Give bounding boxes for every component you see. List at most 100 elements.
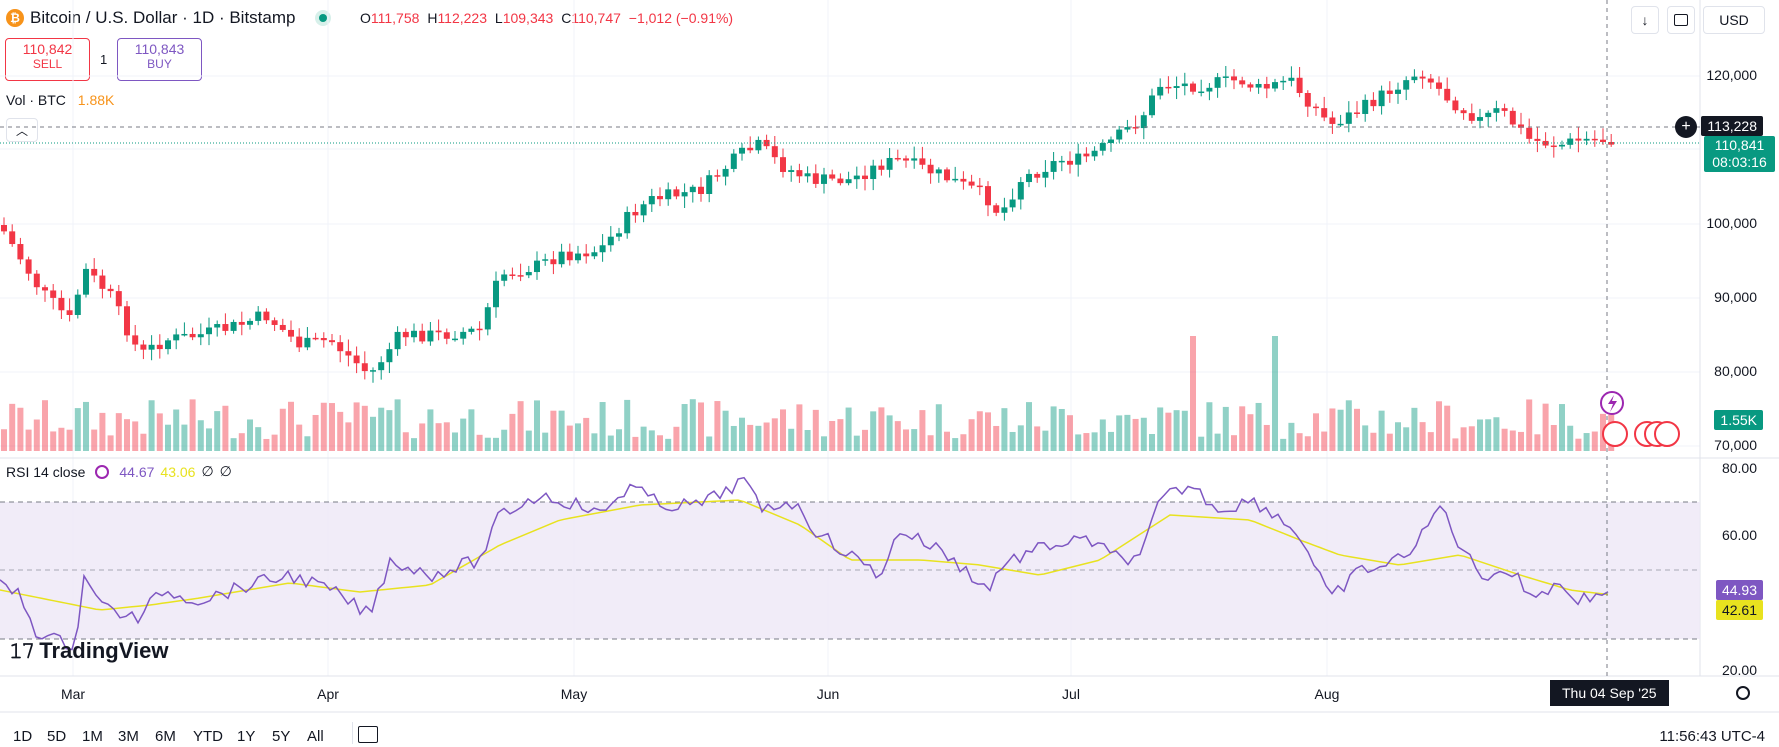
rsi-legend[interactable]: RSI 14 close 44.67 43.06 ∅ ∅ bbox=[6, 463, 232, 480]
candle-body bbox=[935, 169, 942, 174]
volume-bar bbox=[91, 429, 98, 451]
volume-bar bbox=[427, 409, 434, 451]
change-value: −1,012 (−0.91%) bbox=[628, 10, 734, 26]
volume-bar bbox=[263, 438, 270, 451]
currency-select[interactable]: USD bbox=[1703, 6, 1765, 34]
rsi-tick-20: 20.00 bbox=[1721, 662, 1757, 678]
sell-button[interactable]: 110,842 SELL bbox=[5, 38, 90, 81]
candle-body bbox=[99, 275, 106, 289]
range-1m[interactable]: 1M bbox=[82, 728, 103, 745]
candle-body bbox=[837, 178, 844, 184]
price-tick-120000: 120,000 bbox=[1706, 67, 1757, 83]
candle-body bbox=[1436, 82, 1442, 89]
candle-body bbox=[919, 158, 926, 165]
rsi-settings-icon[interactable] bbox=[95, 464, 110, 479]
volume-bar bbox=[1485, 419, 1492, 451]
range-3m[interactable]: 3M bbox=[118, 728, 139, 745]
volume-legend[interactable]: Vol · BTC 1.88K bbox=[6, 92, 114, 108]
volume-bar bbox=[1313, 413, 1319, 451]
candle-body bbox=[1255, 83, 1262, 88]
buy-label: BUY bbox=[147, 57, 172, 71]
candle-body bbox=[1313, 106, 1319, 109]
volume-bar bbox=[730, 425, 737, 451]
volume-bar bbox=[411, 438, 417, 451]
candle-body bbox=[583, 253, 590, 257]
volume-bar bbox=[1214, 433, 1221, 451]
download-button[interactable]: ↓ bbox=[1631, 6, 1659, 34]
candle-body bbox=[263, 311, 270, 321]
candle-body bbox=[1034, 173, 1041, 178]
candle-body bbox=[1452, 100, 1459, 111]
fullscreen-button[interactable] bbox=[1667, 6, 1695, 34]
month-label-jul: Jul bbox=[1062, 686, 1080, 702]
candle-body bbox=[755, 139, 762, 151]
volume-bar bbox=[74, 408, 81, 451]
chart-settings-button[interactable] bbox=[1733, 683, 1753, 703]
range-5d[interactable]: 5D bbox=[47, 728, 67, 745]
candle-body bbox=[1042, 171, 1049, 178]
candle-body bbox=[1198, 91, 1205, 94]
volume-bar bbox=[9, 403, 16, 451]
volume-bar bbox=[99, 412, 106, 451]
rsi-na-2: ∅ bbox=[219, 463, 232, 479]
range-1d[interactable]: 1D bbox=[13, 728, 33, 745]
range-1y[interactable]: 1Y bbox=[237, 728, 256, 745]
candle-body bbox=[796, 170, 803, 177]
rsi-tick-60: 60.00 bbox=[1721, 527, 1757, 543]
candle-body bbox=[173, 334, 180, 341]
candle-body bbox=[788, 170, 795, 172]
volume-bar bbox=[124, 419, 130, 451]
volume-bar bbox=[1583, 433, 1590, 451]
volume-bar bbox=[1436, 401, 1442, 451]
volume-bar bbox=[706, 436, 713, 451]
volume-bar bbox=[132, 421, 139, 451]
range-5y[interactable]: 5Y bbox=[272, 728, 291, 745]
candle-body bbox=[1214, 77, 1221, 88]
volume-bar bbox=[1354, 408, 1360, 451]
candle-body bbox=[304, 337, 311, 348]
volume-bar bbox=[501, 429, 508, 451]
candle-body bbox=[1, 225, 7, 232]
volume-bar bbox=[534, 400, 540, 451]
candle-body bbox=[1099, 142, 1106, 151]
candle-body bbox=[1591, 138, 1598, 141]
candle-body bbox=[706, 175, 713, 195]
volume-bar bbox=[361, 405, 368, 451]
candle-body bbox=[1362, 99, 1369, 114]
go-to-date-button[interactable] bbox=[352, 722, 353, 744]
volume-bar bbox=[1419, 422, 1426, 451]
rsi-ma-badge: 42.61 bbox=[1715, 600, 1763, 620]
volume-bar bbox=[1296, 433, 1303, 451]
candle-body bbox=[1534, 138, 1541, 141]
rsi-na-1: ∅ bbox=[201, 463, 214, 479]
volume-bar bbox=[222, 405, 229, 451]
volume-bar bbox=[1501, 428, 1508, 451]
add-alert-button[interactable]: + bbox=[1675, 116, 1697, 138]
clock-readout[interactable]: 11:56:43 UTC-4 bbox=[1659, 728, 1765, 745]
calendar-icon[interactable] bbox=[358, 726, 378, 743]
range-all[interactable]: All bbox=[307, 728, 324, 745]
candle-body bbox=[616, 233, 622, 237]
rsi-label: RSI 14 close bbox=[6, 463, 86, 480]
candle-body bbox=[927, 164, 934, 174]
volume-bar bbox=[419, 423, 426, 451]
event-flags bbox=[1600, 391, 1680, 447]
volume-value: 1.88K bbox=[77, 92, 115, 108]
candle-body bbox=[1567, 138, 1574, 145]
range-ytd[interactable]: YTD bbox=[193, 728, 223, 745]
symbol-header[interactable]: ₿ Bitcoin / U.S. Dollar · 1D · Bitstamp bbox=[6, 8, 332, 28]
range-6m[interactable]: 6M bbox=[155, 728, 176, 745]
tradingview-logo[interactable]: 𝟷𝟽 TradingView bbox=[9, 638, 168, 664]
buy-button[interactable]: 110,843 BUY bbox=[117, 38, 202, 81]
candle-body bbox=[1583, 138, 1590, 141]
symbol-title[interactable]: Bitcoin / U.S. Dollar · 1D · Bitstamp bbox=[30, 8, 296, 27]
volume-bar bbox=[1042, 430, 1049, 451]
volume-bar bbox=[345, 422, 352, 451]
volume-bar bbox=[1157, 407, 1164, 451]
volume-label: Vol · BTC bbox=[6, 92, 66, 108]
candle-body bbox=[1296, 77, 1303, 94]
candle-body bbox=[329, 340, 335, 343]
volume-bar bbox=[66, 429, 73, 451]
sell-label: SELL bbox=[32, 57, 63, 71]
